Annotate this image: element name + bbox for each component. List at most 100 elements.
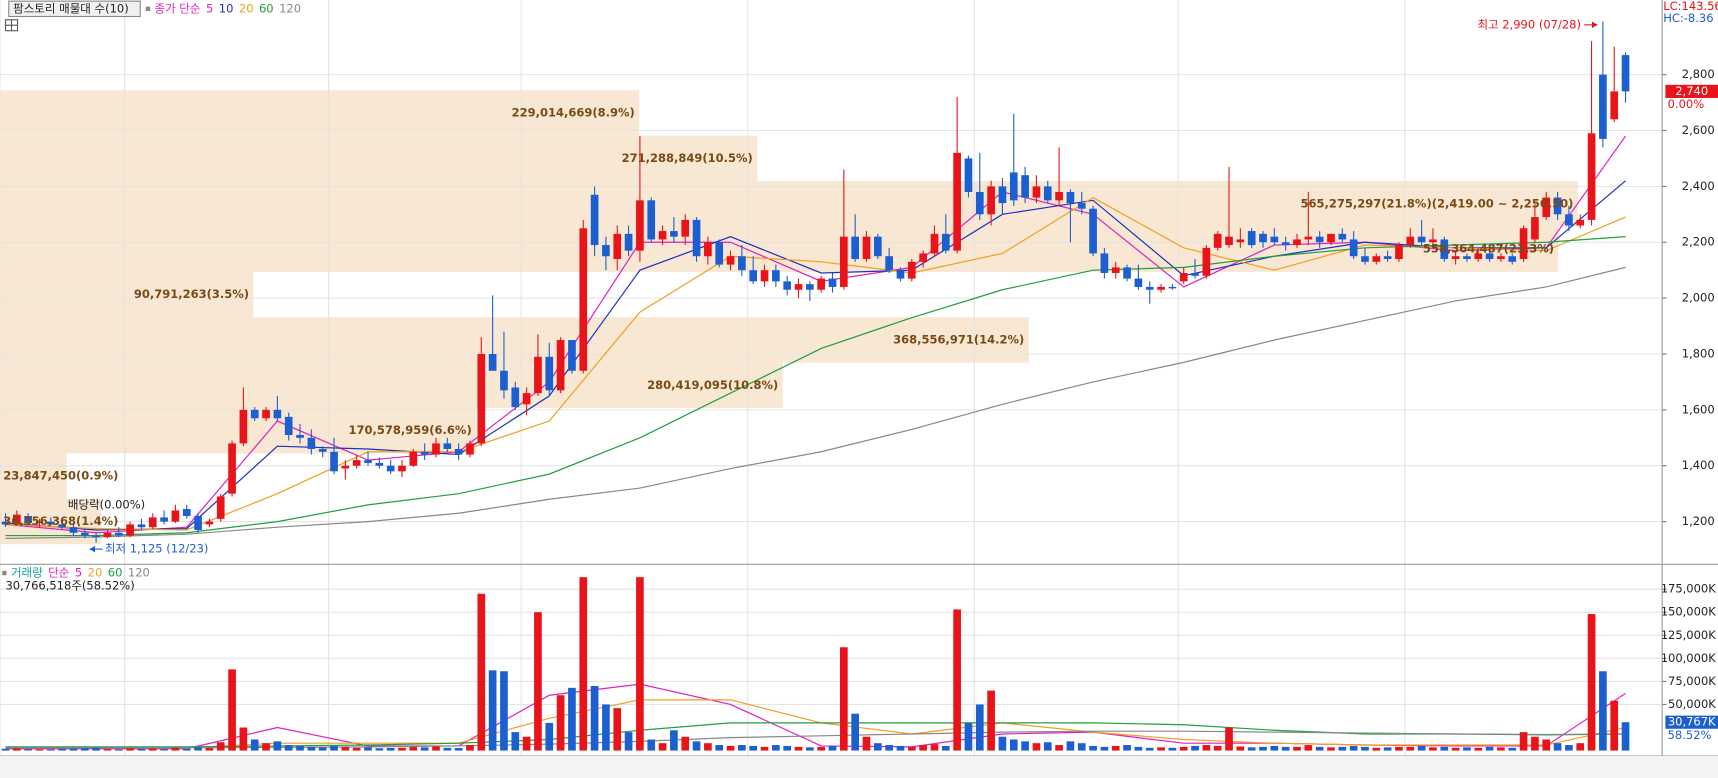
volume-bar — [1406, 746, 1415, 751]
legend-label: 단순 — [48, 566, 69, 580]
volume-bar — [907, 746, 916, 751]
volume-bar — [420, 747, 429, 751]
volume-ratio: 58.52% — [1668, 728, 1712, 742]
volume-profile-band — [0, 408, 477, 454]
volume-bar — [137, 748, 146, 751]
candle-body — [432, 443, 440, 455]
volume-bar — [1145, 747, 1154, 751]
band-label: 271,288,849(10.5%) — [622, 151, 753, 165]
volume-bar — [568, 687, 576, 751]
candle-body — [80, 532, 89, 536]
volume-bar — [1236, 746, 1245, 751]
volume-bar — [1565, 745, 1573, 751]
volume-bar — [579, 577, 588, 751]
candle-body — [1270, 236, 1279, 243]
volume-tick-label: 125,000K — [1661, 628, 1717, 642]
price-change: 0.00% — [1668, 97, 1705, 111]
volume-bar — [1191, 745, 1199, 751]
volume-bar — [873, 743, 882, 751]
candle-body — [772, 270, 780, 282]
candle-body — [318, 448, 327, 452]
volume-bar — [24, 749, 32, 751]
volume-bar — [681, 736, 690, 751]
volume-profile-band — [0, 362, 783, 409]
volume-bar — [1587, 614, 1596, 751]
candle-body — [749, 270, 758, 282]
legend-entry: 120 — [279, 1, 301, 15]
candle-body — [1451, 256, 1460, 260]
candle-body — [1327, 233, 1335, 243]
volume-profile-band — [0, 453, 67, 499]
candle-body — [477, 353, 486, 444]
legend-entry: 60 — [108, 566, 123, 580]
volume-bar — [239, 727, 248, 751]
volume-bar — [1157, 747, 1165, 751]
volume-bar — [409, 746, 418, 751]
candle-body — [103, 532, 112, 537]
volume-bar — [1599, 671, 1607, 751]
candle-body — [330, 451, 338, 472]
volume-profile-band — [0, 181, 1578, 227]
candle-body — [1485, 253, 1494, 260]
candle-body — [1157, 286, 1165, 290]
volume-bar — [1304, 745, 1313, 751]
candle-body — [1497, 256, 1505, 260]
candle-body — [817, 278, 826, 290]
volume-bar — [1338, 746, 1347, 751]
candle-body — [692, 219, 701, 257]
candle-body — [1213, 233, 1222, 248]
legend-marker — [2, 570, 7, 576]
candle-body — [352, 460, 361, 466]
volume-bar — [704, 743, 712, 751]
candle-body — [273, 409, 282, 419]
candle-body — [69, 527, 78, 533]
volume-bar — [1519, 732, 1528, 751]
candle-body — [1089, 208, 1097, 254]
candle-body — [216, 496, 225, 519]
candle-body — [738, 256, 746, 271]
candle-body — [1576, 219, 1585, 226]
candle-body — [1, 521, 10, 525]
candle-body — [1474, 253, 1483, 260]
volume-bar — [919, 745, 927, 751]
volume-bar — [1043, 742, 1052, 751]
band-label: 368,556,971(14.2%) — [893, 332, 1024, 346]
candle-body — [296, 435, 304, 438]
candle-body — [511, 387, 520, 408]
volume-bar — [488, 670, 497, 751]
candle-body — [760, 270, 769, 282]
candle-body — [1077, 203, 1086, 209]
candle-body — [1032, 186, 1041, 198]
volume-bar — [364, 747, 372, 751]
volume-bar — [647, 739, 656, 751]
candle-body — [636, 200, 644, 251]
volume-bar — [1259, 746, 1267, 751]
volume-bar — [284, 745, 293, 751]
volume-bar — [1417, 745, 1426, 751]
candle-body — [681, 219, 690, 237]
lc-label: LC:143.56 — [1663, 0, 1718, 13]
volume-bar — [1349, 745, 1358, 751]
candle-body — [806, 284, 814, 290]
volume-bar — [296, 745, 304, 751]
volume-bar — [772, 745, 780, 751]
band-label: 170,578,959(6.6%) — [349, 423, 472, 437]
candle-body — [1191, 272, 1199, 276]
volume-bar — [794, 746, 803, 751]
candle-body — [1508, 256, 1517, 262]
volume-bar — [103, 749, 112, 751]
volume-bar — [953, 609, 961, 751]
moving-average — [5, 180, 1626, 531]
y-tick-label: 1,400 — [1682, 458, 1715, 472]
y-tick-label: 2,200 — [1682, 235, 1715, 249]
legend-label: 거래량 — [11, 566, 43, 580]
volume-bar — [1066, 741, 1075, 751]
candle-body — [919, 253, 927, 262]
candle-body — [228, 443, 236, 494]
candle-body — [488, 353, 497, 371]
ex-dividend: 배당락(0.00%) — [68, 498, 145, 512]
volume-bar — [330, 745, 338, 751]
candle-body — [443, 443, 452, 449]
volume-tick-label: 175,000K — [1661, 582, 1717, 596]
candle-body — [1519, 228, 1528, 260]
